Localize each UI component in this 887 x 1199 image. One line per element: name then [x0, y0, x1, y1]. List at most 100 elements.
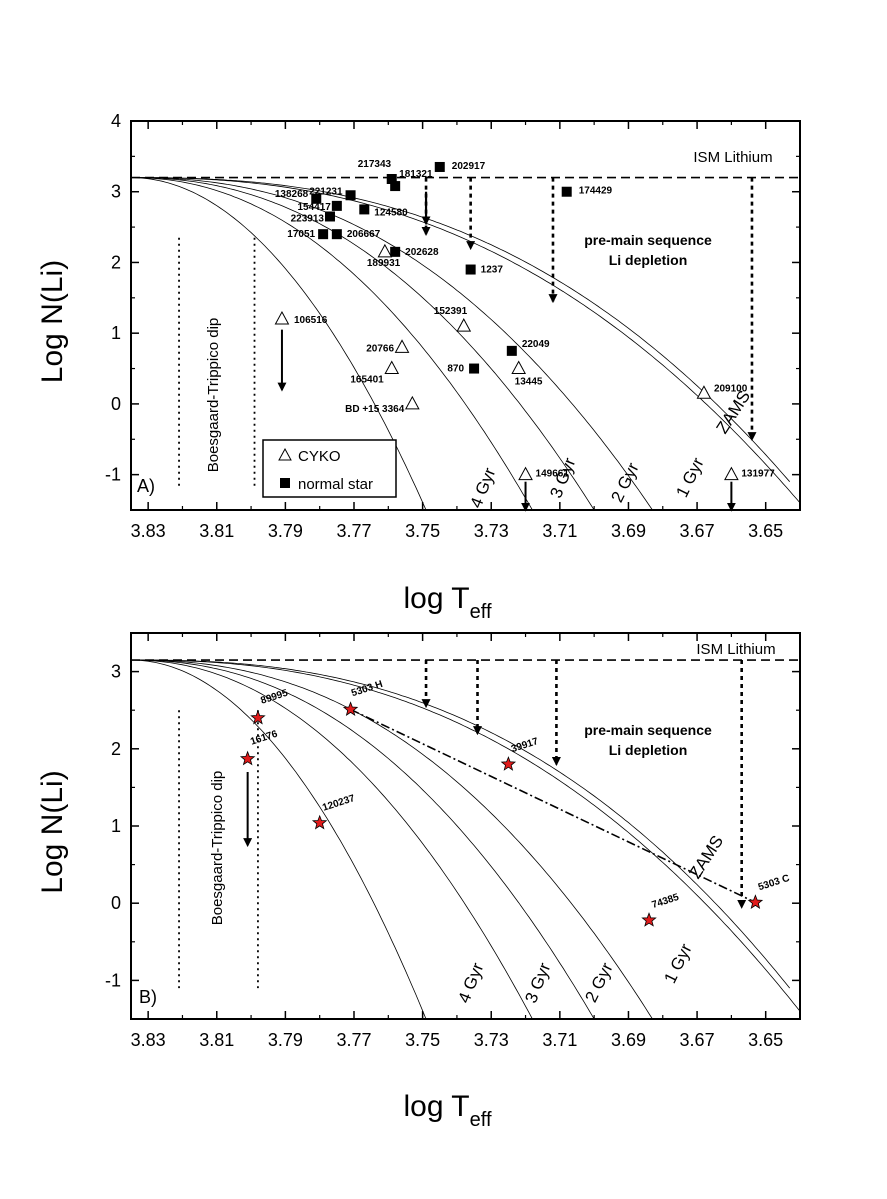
- y-tick-label: 3: [111, 182, 121, 202]
- x-tick-label: 3.65: [748, 521, 783, 541]
- cyko-marker: [456, 318, 472, 332]
- plot-frame: [130, 632, 801, 1020]
- point-label: BD +15 3364: [345, 404, 405, 415]
- point-label: 1237: [481, 265, 504, 276]
- isochrone-label: ZAMS: [686, 832, 728, 882]
- isochrone-curve: [131, 659, 427, 1019]
- isochrone-curve: [131, 177, 653, 510]
- normal-star-marker: [561, 186, 572, 197]
- ism-lithium-label: ISM Lithium: [693, 149, 772, 166]
- isochrone-curve: [131, 659, 791, 989]
- y-tick-label: 3: [111, 662, 121, 682]
- depletion-label-line1: pre-main sequence: [584, 232, 712, 248]
- cyko-marker: [274, 310, 290, 325]
- isochrone-curve: [131, 177, 595, 510]
- ism-lithium-label: ISM Lithium: [696, 641, 775, 658]
- x-tick-label: 3.65: [748, 1030, 783, 1050]
- y-axis-title: Log N(Li): [36, 770, 69, 893]
- isochrone-curve: [131, 177, 791, 482]
- point-label: 174429: [579, 186, 613, 197]
- point-label: 154417: [297, 202, 331, 213]
- star-marker: [342, 701, 359, 717]
- point-label: 13445: [515, 377, 543, 388]
- normal-star-marker: [359, 204, 370, 215]
- legend-normal-marker: [280, 478, 290, 488]
- cyko-marker: [696, 385, 712, 399]
- point-label: 152391: [434, 306, 468, 317]
- isochrone-curve: [131, 177, 427, 510]
- cyko-marker: [377, 243, 393, 258]
- x-tick-label: 3.81: [199, 1030, 234, 1050]
- star-marker: [641, 912, 657, 927]
- point-label: 5303 C: [757, 873, 791, 893]
- x-axis-title: log Teff: [403, 582, 491, 623]
- point-label: 206667: [347, 229, 381, 240]
- normal-star-marker: [469, 363, 480, 374]
- cyko-marker: [404, 395, 420, 410]
- isochrone-curve: [131, 659, 653, 1019]
- depletion-label-line2: Li depletion: [609, 742, 688, 758]
- star-marker: [239, 750, 256, 766]
- cyko-marker: [724, 466, 739, 481]
- normal-star-marker: [465, 264, 476, 275]
- point-label: 39917: [510, 736, 540, 755]
- x-tick-label: 3.69: [611, 1030, 646, 1050]
- y-tick-label: 2: [111, 739, 121, 759]
- legend-normal-label: normal star: [298, 476, 373, 493]
- x-tick-label: 3.67: [680, 521, 715, 541]
- star-marker: [747, 894, 764, 910]
- normal-star-marker: [506, 345, 517, 356]
- point-label: 120237: [321, 793, 357, 814]
- x-tick-label: 3.77: [336, 1030, 371, 1050]
- x-tick-label: 3.71: [542, 521, 577, 541]
- cyko-marker: [518, 466, 533, 481]
- point-label: 223913: [291, 213, 325, 224]
- point-label: 870: [447, 364, 464, 375]
- point-label: 20766: [366, 343, 394, 354]
- x-tick-label: 3.79: [268, 521, 303, 541]
- isochrone-label: 4 Gyr: [454, 960, 487, 1006]
- point-label: 17051: [287, 229, 315, 240]
- isochrone-curve: [131, 659, 533, 1019]
- chart-panel-a: 3.83 3.81 3.79 3.77 3.75 3.73 3.71 3.69 3.67 3.65…: [36, 111, 801, 623]
- dip-label: Boesgaard-Trippico dip: [205, 318, 222, 473]
- x-tick-label: 3.77: [336, 521, 371, 541]
- x-tick-label: 3.71: [542, 1030, 577, 1050]
- point-label: 138268: [275, 189, 309, 200]
- isochrone-label: 2 Gyr: [581, 959, 616, 1005]
- plot-frame: [130, 120, 801, 511]
- chart-panel-b: 3.83 3.81 3.79 3.77 3.75 3.73 3.71 3.69 3.67 3.65…: [36, 632, 801, 1131]
- normal-star-marker: [345, 190, 356, 201]
- y-tick-label: -1: [105, 465, 121, 485]
- point-label: 202917: [452, 161, 486, 172]
- x-axis-title: log Teff: [403, 1090, 491, 1131]
- y-axis-title: Log N(Li): [36, 260, 69, 383]
- x-tick-label: 3.67: [680, 1030, 715, 1050]
- star-marker: [250, 709, 266, 725]
- normal-star-marker: [390, 246, 401, 257]
- y-tick-label: 1: [111, 816, 121, 836]
- isochrone-curve: [131, 177, 533, 510]
- point-label: 189931: [367, 258, 401, 269]
- legend-cyko-label: CYKO: [298, 448, 341, 465]
- cyko-marker: [511, 360, 527, 375]
- x-tick-label: 3.73: [474, 1030, 509, 1050]
- y-tick-label: -1: [105, 970, 121, 990]
- x-tick-label: 3.83: [131, 1030, 166, 1050]
- star-marker: [500, 756, 517, 771]
- isochrone-curve: [131, 177, 800, 504]
- normal-star-marker: [390, 181, 401, 192]
- point-label: 149661: [536, 469, 570, 480]
- point-label: 89995: [259, 688, 289, 707]
- point-label: 131977: [741, 469, 775, 480]
- panel-label: A): [137, 476, 155, 496]
- x-tick-label: 3.81: [199, 521, 234, 541]
- y-tick-label: 2: [111, 252, 121, 272]
- point-label: 209100: [714, 383, 748, 394]
- isochrone-label: 3 Gyr: [521, 960, 554, 1006]
- isochrone-group: [131, 177, 800, 510]
- y-tick-label: 4: [111, 111, 121, 131]
- normal-star-marker: [434, 161, 445, 172]
- x-tick-label: 3.75: [405, 1030, 440, 1050]
- normal-star-marker: [324, 211, 335, 222]
